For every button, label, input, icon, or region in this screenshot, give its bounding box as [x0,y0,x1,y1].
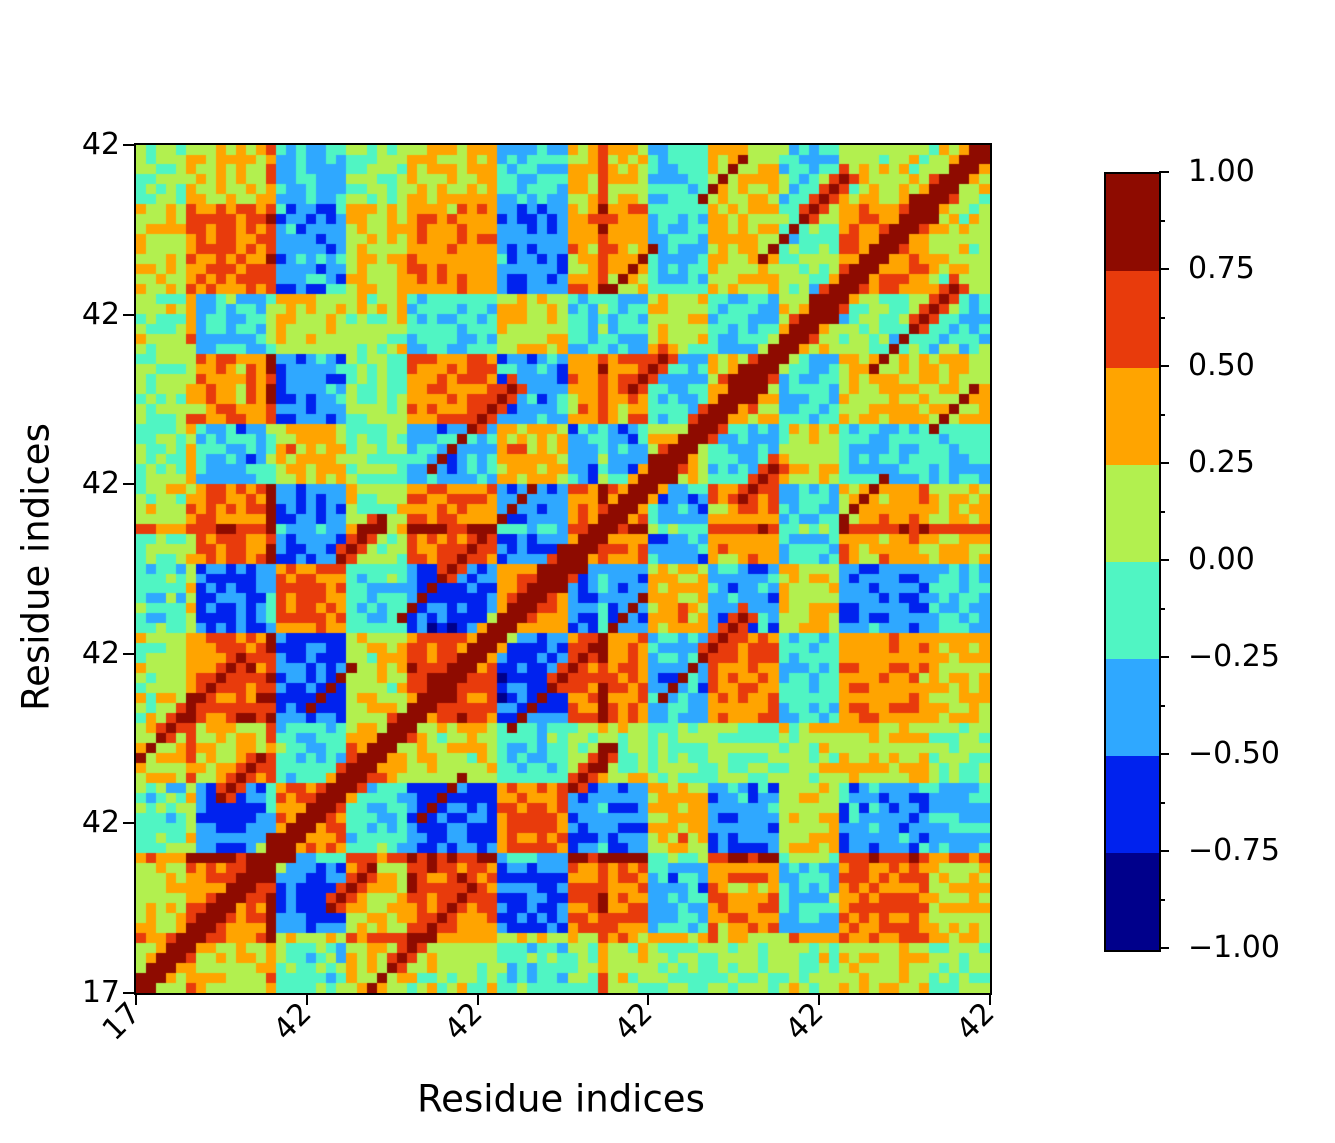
colorbar-tick-label: 0.25 [1188,445,1255,480]
colorbar-band [1106,853,1159,950]
colorbar-tick-label: −0.50 [1188,736,1280,771]
colorbar-minor-tick-mark [1159,413,1165,416]
colorbar-tick-label: 0.75 [1188,251,1255,286]
y-tick-mark [123,313,134,316]
y-tick-label: 42 [81,127,120,162]
x-tick-mark [305,994,308,1005]
colorbar-band [1106,756,1159,853]
colorbar-band [1106,271,1159,368]
x-tick-mark [818,994,821,1005]
y-tick-mark [123,822,134,825]
y-tick-mark [123,144,134,146]
colorbar-tick-mark [1159,559,1169,561]
correlation-heatmap-canvas [136,145,990,993]
y-tick-mark [123,652,134,655]
x-tick-mark [476,994,479,1005]
y-tick-label: 42 [81,635,120,671]
colorbar-tick-label: 0.00 [1188,542,1255,577]
colorbar-tick-mark [1159,656,1169,658]
colorbar-tick-label: 0.50 [1188,348,1255,383]
x-tick-label: 42 [949,995,1002,1048]
colorbar-tick-mark [1159,850,1169,852]
colorbar-tick-mark [1159,171,1169,173]
colorbar-band [1106,368,1159,465]
x-tick-label: 42 [437,995,490,1048]
colorbar-tick-label: 1.00 [1188,154,1255,189]
x-tick-label: 42 [266,995,319,1048]
x-tick-mark [135,994,137,1005]
colorbar-tick-mark [1159,462,1169,464]
colorbar-tick-label: −0.25 [1188,639,1280,674]
colorbar-minor-tick-mark [1159,316,1165,319]
y-tick-label: 42 [81,466,120,502]
colorbar-band [1106,659,1159,756]
y-tick-label: 42 [81,805,120,841]
x-axis-label: Residue indices [417,1077,705,1121]
heatmap-plot-area [134,143,992,995]
x-tick-mark [989,994,991,1005]
colorbar [1104,172,1161,952]
colorbar-tick-mark [1159,947,1169,949]
y-tick-mark [123,483,134,486]
colorbar-gradient [1106,174,1159,950]
colorbar-tick-label: −1.00 [1188,930,1280,965]
y-tick-mark [123,992,134,994]
colorbar-minor-tick-mark [1159,510,1165,513]
x-tick-mark [647,994,650,1005]
colorbar-tick-mark [1159,365,1169,367]
colorbar-minor-tick-mark [1159,704,1165,707]
colorbar-minor-tick-mark [1159,801,1165,804]
colorbar-minor-tick-mark [1159,219,1165,222]
colorbar-band [1106,465,1159,562]
y-tick-label: 42 [81,296,120,332]
colorbar-band [1106,174,1159,271]
x-tick-label: 42 [608,995,660,1048]
colorbar-band [1106,562,1159,659]
y-tick-label: 17 [81,975,120,1010]
colorbar-tick-label: −0.75 [1188,833,1280,868]
colorbar-minor-tick-mark [1159,898,1165,901]
colorbar-minor-tick-mark [1159,607,1165,610]
colorbar-tick-mark [1159,268,1169,270]
x-tick-label: 42 [778,995,831,1048]
colorbar-tick-mark [1159,753,1169,755]
